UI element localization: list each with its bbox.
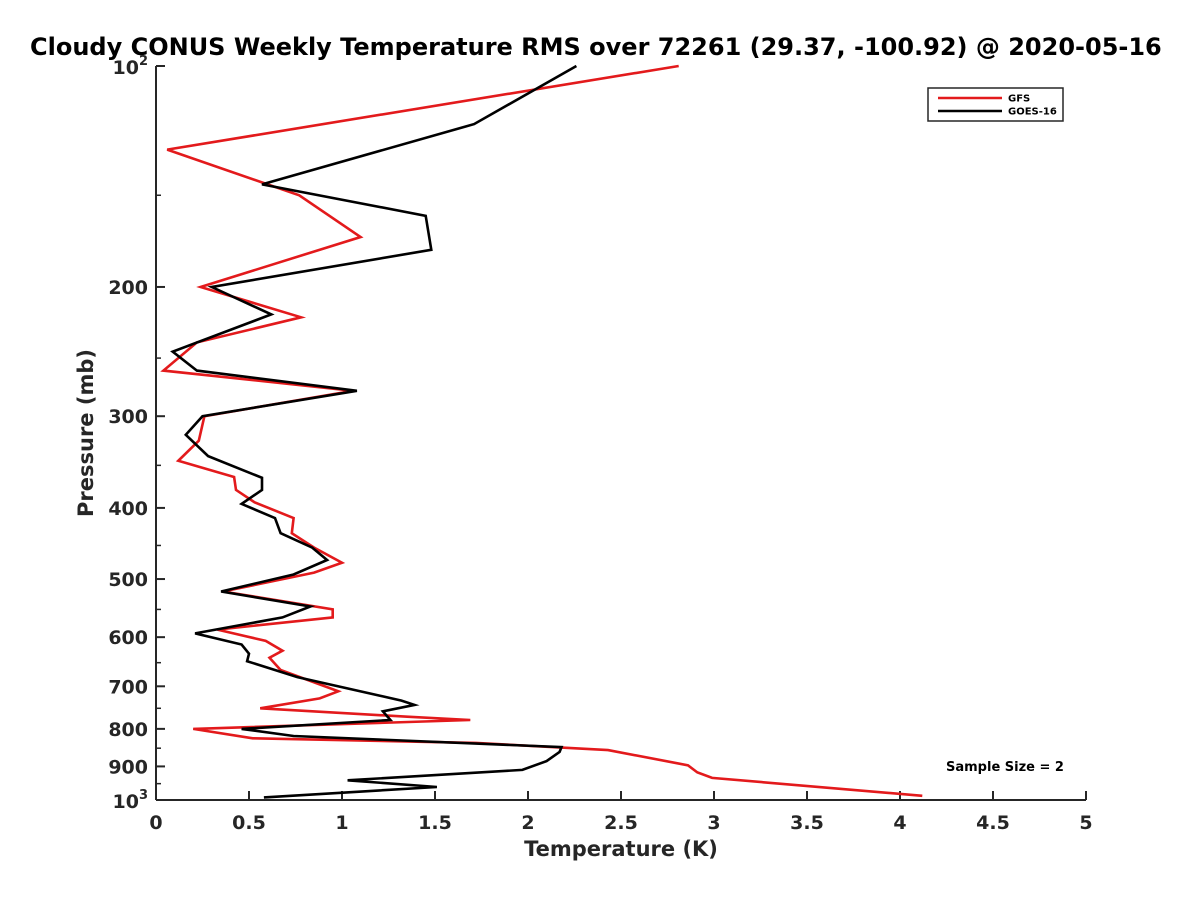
x-tick-label: 3 (707, 812, 720, 834)
x-tick-label: 2 (521, 812, 534, 834)
legend-box (927, 87, 1064, 122)
y-tick-label: 700 (108, 676, 148, 698)
x-axis-ticks: 0 0.5 1 1.5 2 2.5 3 3.5 4 4.5 5 (149, 791, 1093, 834)
x-tick-label: 4.5 (976, 812, 1010, 834)
y-tick-label: 103 (113, 788, 149, 813)
legend: GFS GOES-16 (927, 87, 1064, 122)
x-tick-label: 5 (1079, 812, 1092, 834)
y-tick-label: 600 (108, 627, 148, 649)
y-tick-label: 200 (108, 277, 148, 299)
x-tick-label: 3.5 (790, 812, 824, 834)
series-line-gfs (160, 64, 923, 798)
y-tick-label-base: 10 (113, 57, 139, 79)
y-tick-label: 800 (108, 719, 148, 741)
y-tick-label: 102 (113, 54, 149, 79)
x-axis-label: Temperature (K) (524, 837, 718, 861)
x-tick-label: 2.5 (604, 812, 638, 834)
y-tick-label: 900 (108, 756, 148, 778)
sample-size-annotation: Sample Size = 2 (946, 760, 1064, 775)
y-tick-label-exponent: 2 (139, 54, 148, 69)
series-layer (160, 64, 923, 799)
x-tick-label: 4 (893, 812, 906, 834)
y-tick-label: 500 (108, 569, 148, 591)
y-tick-label: 300 (108, 406, 148, 428)
y-axis-label: Pressure (mb) (74, 349, 98, 517)
y-tick-label-base: 10 (113, 791, 139, 813)
legend-label-goes16: GOES-16 (1008, 107, 1057, 118)
x-tick-label: 1 (335, 812, 348, 834)
y-tick-label: 400 (108, 498, 148, 520)
y-tick-label-exponent: 3 (139, 788, 148, 803)
x-tick-label: 0 (149, 812, 162, 834)
x-tick-label: 0.5 (232, 812, 266, 834)
x-tick-label: 1.5 (418, 812, 452, 834)
chart-title: Cloudy CONUS Weekly Temperature RMS over… (30, 33, 1162, 61)
series-line-goes-16 (170, 64, 578, 799)
legend-label-gfs: GFS (1008, 94, 1030, 105)
